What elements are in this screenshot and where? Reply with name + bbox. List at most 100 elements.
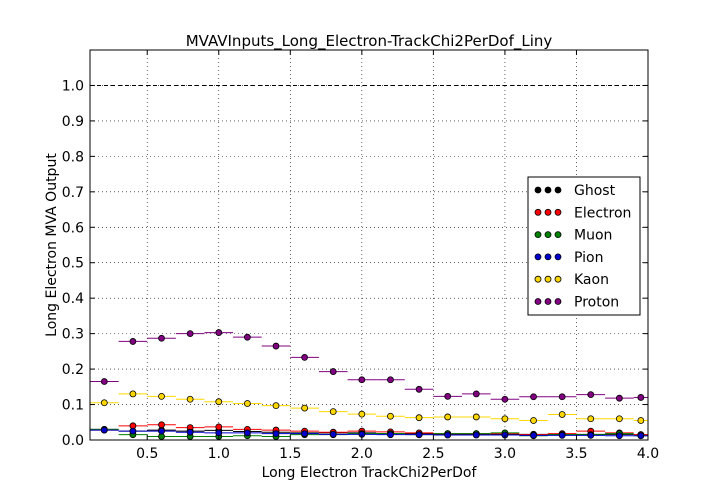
x-tick-label: 2.5 <box>422 446 444 462</box>
data-point <box>301 430 309 438</box>
y-tick-label: 0.2 <box>62 362 84 378</box>
y-tick-label: 0.1 <box>62 398 84 414</box>
data-point <box>158 427 165 435</box>
legend-marker <box>554 253 562 261</box>
legend-marker <box>544 275 552 283</box>
legend-label: Muon <box>574 228 612 244</box>
legend-item-kaon: Kaon <box>534 272 609 288</box>
legend-marker <box>554 275 562 283</box>
data-point <box>558 431 566 439</box>
data-point <box>100 426 108 434</box>
axis-ticks: 0.5 1.0 1.5 2.0 2.5 3.0 3.5 4.0 0.0 0.1 0.2 0.3 0.4 0… <box>62 50 659 462</box>
data-point <box>272 342 280 350</box>
legend-marker <box>544 231 552 239</box>
data-point <box>530 431 537 439</box>
legend-marker <box>534 253 542 261</box>
series-proton <box>90 329 648 403</box>
data-point <box>587 391 595 399</box>
data-point <box>329 408 337 416</box>
data-point <box>272 430 280 438</box>
data-point <box>501 395 509 403</box>
legend-marker <box>544 253 552 261</box>
y-axis-label: Long Electron MVA Output <box>44 153 60 337</box>
x-tick-label: 2.0 <box>351 446 373 462</box>
data-point <box>501 415 509 423</box>
legend-marker <box>554 231 562 239</box>
x-axis-label: Long Electron TrackChi2PerDof <box>262 465 478 481</box>
data-point <box>272 402 280 410</box>
data-point <box>186 395 194 403</box>
data-point <box>215 329 223 336</box>
x-tick-label: 1.5 <box>279 446 301 462</box>
y-tick-label: 0.7 <box>62 185 84 201</box>
data-point <box>100 378 108 385</box>
y-tick-label: 0.9 <box>62 114 84 130</box>
data-point <box>387 376 394 384</box>
legend-marker <box>544 186 552 194</box>
legend-label: Ghost <box>574 183 616 199</box>
legend-marker <box>544 208 552 216</box>
x-tick-label: 3.0 <box>494 446 516 462</box>
data-point <box>444 413 452 421</box>
legend-item-proton: Proton <box>534 295 619 311</box>
legend-label: Proton <box>574 295 619 311</box>
x-tick-label: 4.0 <box>637 446 659 462</box>
data-point <box>444 392 452 400</box>
y-tick-label: 0.8 <box>62 149 84 165</box>
legend-label: Electron <box>574 205 631 221</box>
data-point <box>615 432 623 440</box>
data-point <box>387 412 394 420</box>
y-tick-label: 1.0 <box>62 78 84 94</box>
data-point <box>415 385 423 393</box>
legend-marker <box>534 186 542 194</box>
chart-title: MVAVInputs_Long_Electron-TrackChi2PerDof… <box>186 32 553 51</box>
legend-marker <box>534 275 542 283</box>
data-point <box>129 390 137 398</box>
data-point <box>615 394 623 402</box>
data-point <box>415 431 423 439</box>
data-point <box>387 431 394 439</box>
data-point <box>329 368 337 375</box>
data-point <box>472 431 480 439</box>
plot-frame <box>89 49 649 441</box>
x-tick-label: 3.5 <box>565 446 587 462</box>
data-point <box>158 421 165 429</box>
data-point <box>301 404 309 412</box>
data-point <box>587 415 595 423</box>
legend-marker <box>554 186 562 194</box>
data-point <box>243 333 251 341</box>
data-point <box>530 393 537 401</box>
data-point <box>358 410 366 418</box>
data-point <box>472 413 480 421</box>
data-point <box>637 394 645 401</box>
data-point <box>186 428 194 436</box>
y-tick-label: 0.3 <box>62 327 84 343</box>
data-point <box>301 353 309 361</box>
data-point <box>158 392 165 400</box>
legend-item-ghost: Ghost <box>534 183 616 199</box>
legend-item-muon: Muon <box>534 228 612 244</box>
legend-label: Kaon <box>574 272 609 288</box>
data-point <box>444 431 452 439</box>
y-tick-label: 0.6 <box>62 220 84 236</box>
legend-box <box>527 176 641 316</box>
data-point <box>129 338 137 345</box>
legend-item-pion: Pion <box>534 250 603 266</box>
legend-label: Pion <box>574 250 603 266</box>
legend-item-electron: Electron <box>534 205 631 221</box>
data-point <box>415 414 423 422</box>
data-point <box>129 427 137 435</box>
series-kaon <box>90 390 648 424</box>
legend-marker <box>554 298 562 305</box>
data-point <box>215 398 223 406</box>
data-point <box>615 415 623 423</box>
x-tick-label: 1.0 <box>208 446 230 462</box>
legend-marker <box>554 208 562 216</box>
data-point <box>243 429 251 437</box>
legend: Ghost Electron Muon Pion Kaon Proton <box>527 176 641 316</box>
data-point <box>358 376 366 384</box>
data-point <box>558 411 566 418</box>
legend-marker <box>534 208 542 216</box>
legend-marker <box>534 298 542 305</box>
